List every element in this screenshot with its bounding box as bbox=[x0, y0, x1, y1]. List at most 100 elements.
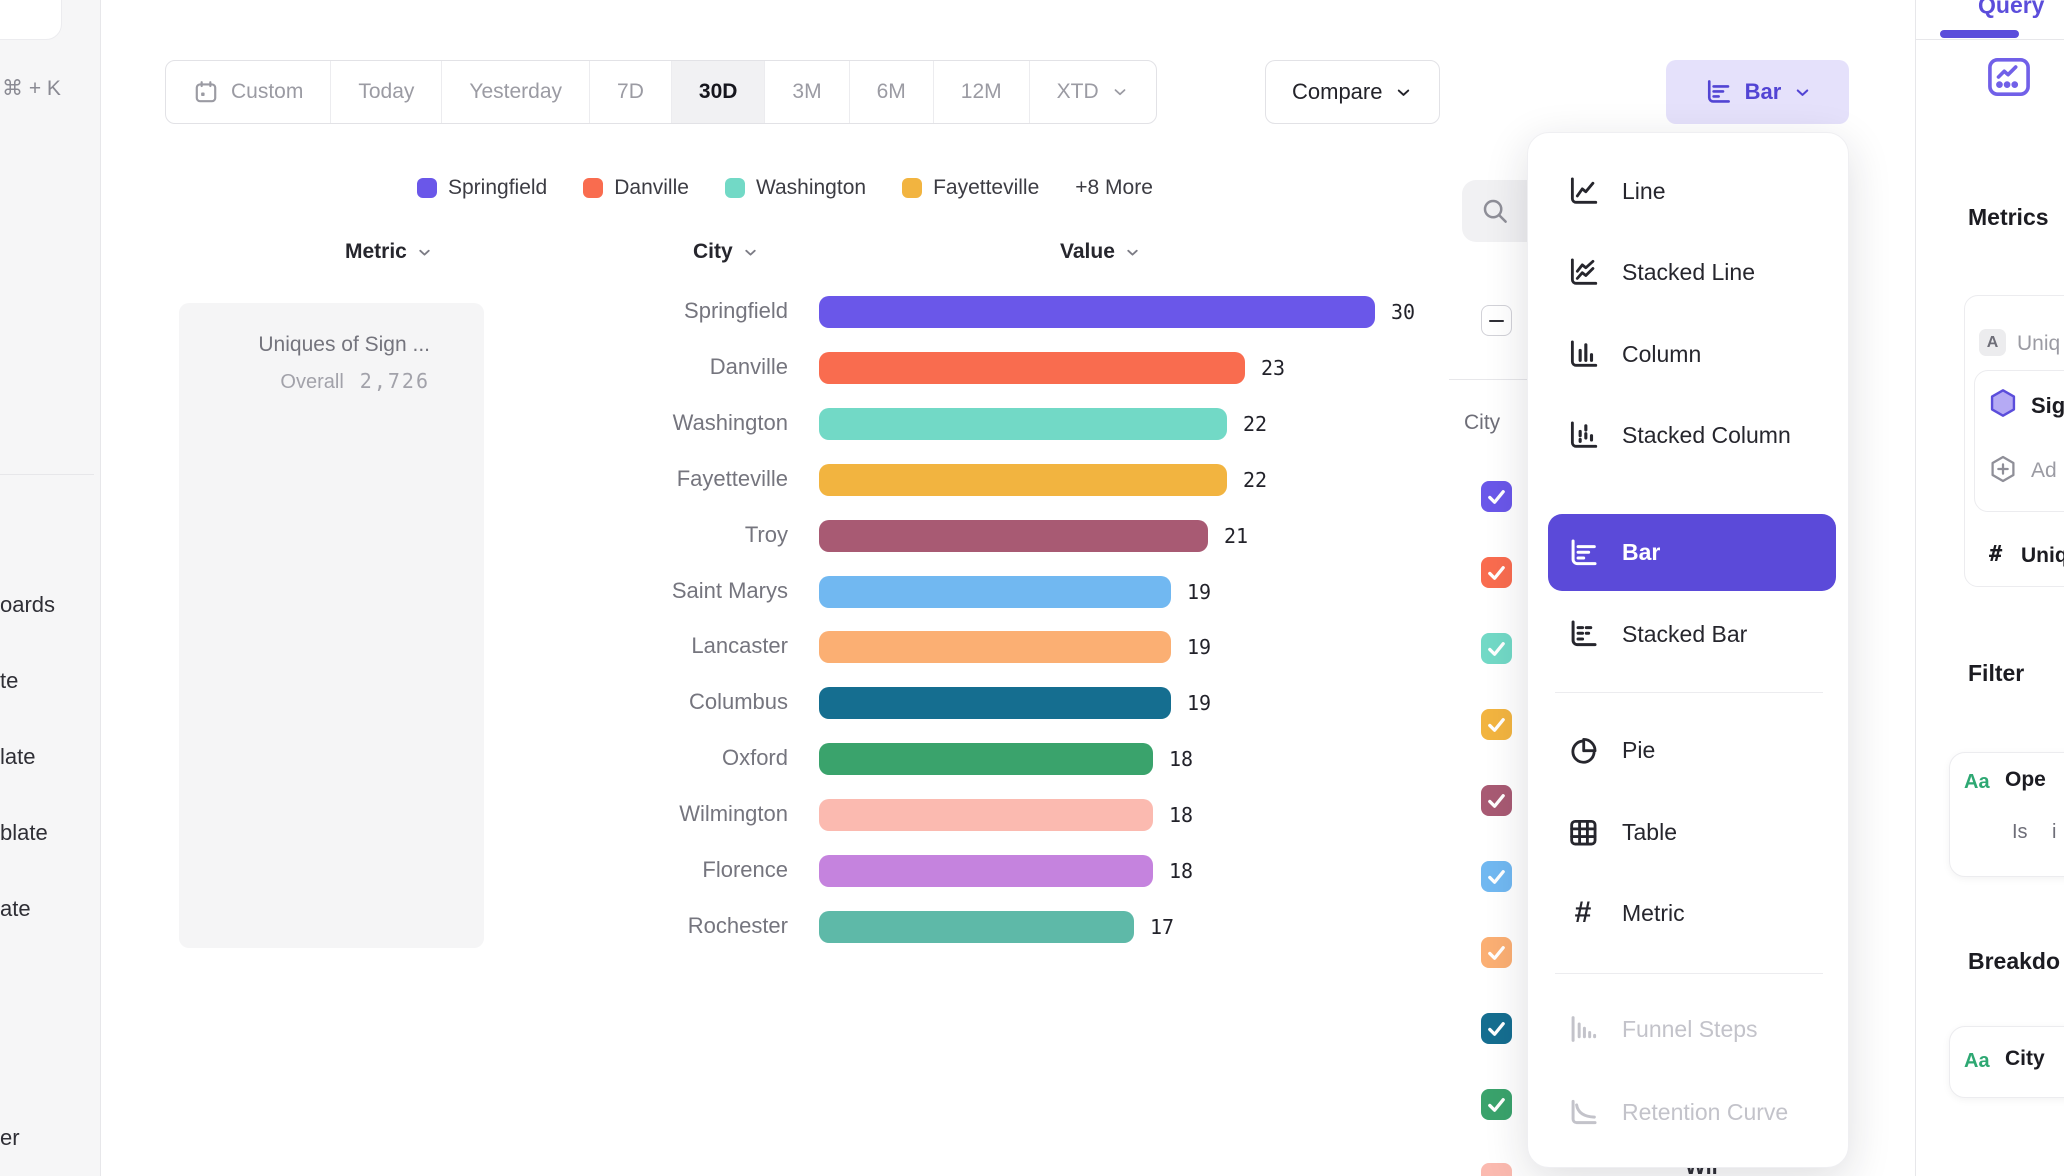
menu-item-label: Stacked Line bbox=[1622, 258, 1755, 285]
bar-value-label: 17 bbox=[1150, 915, 1175, 939]
bar[interactable] bbox=[819, 576, 1171, 608]
legend-item-fayetteville[interactable]: Fayetteville bbox=[902, 176, 1039, 200]
column-header-label: Value bbox=[1060, 240, 1115, 263]
letter-badge: A bbox=[1979, 329, 2006, 356]
date-range-3m[interactable]: 3M bbox=[765, 61, 850, 123]
menu-item-stacked-bar[interactable]: Stacked Bar bbox=[1548, 606, 1836, 662]
add-event-icon[interactable] bbox=[1987, 453, 2019, 485]
column-header-value[interactable]: Value bbox=[1060, 240, 1141, 264]
event-hexagon-icon bbox=[1990, 389, 2016, 417]
menu-item-pie[interactable]: Pie bbox=[1548, 722, 1836, 778]
keyboard-shortcut-hint: ⌘ + K bbox=[2, 77, 61, 100]
funnel-steps-icon bbox=[1571, 1016, 1597, 1042]
add-event-text: Ad bbox=[2031, 459, 2057, 482]
date-range-6m[interactable]: 6M bbox=[850, 61, 934, 123]
breakdown-card[interactable]: Aa City bbox=[1949, 1026, 2064, 1098]
chevron-down-icon bbox=[1398, 89, 1410, 96]
city-checkbox-washington[interactable] bbox=[1481, 633, 1512, 664]
city-checkbox-fayetteville[interactable] bbox=[1481, 709, 1512, 740]
check-icon bbox=[1488, 870, 1505, 884]
date-range-7d[interactable]: 7D bbox=[590, 61, 672, 123]
filter-operator-text[interactable]: Is bbox=[2012, 821, 2028, 843]
chart-type-button[interactable]: Bar bbox=[1666, 60, 1849, 124]
bar-category-label: Saint Marys bbox=[671, 578, 788, 603]
legend-item-springfield[interactable]: Springfield bbox=[417, 176, 547, 200]
sidebar-item-2[interactable]: late bbox=[0, 744, 36, 769]
menu-item-label: Line bbox=[1622, 177, 1666, 204]
city-checkbox-oxford[interactable] bbox=[1481, 1089, 1512, 1120]
date-range-custom[interactable]: Custom bbox=[166, 61, 332, 123]
sidebar-item-boards[interactable]: oards bbox=[0, 592, 56, 617]
city-checkbox-columbus[interactable] bbox=[1481, 1013, 1512, 1044]
bar[interactable] bbox=[819, 911, 1134, 943]
bar-row: Wilmington 18 bbox=[0, 799, 1460, 831]
bar[interactable] bbox=[819, 855, 1153, 887]
menu-item-line[interactable]: Line bbox=[1548, 163, 1836, 219]
sidebar-divider bbox=[0, 474, 94, 475]
city-checkbox-springfield[interactable] bbox=[1481, 481, 1512, 512]
city-checkbox-lancaster[interactable] bbox=[1481, 937, 1512, 968]
legend-item-washington[interactable]: Washington bbox=[724, 176, 866, 200]
menu-item-retention-curve: Retention Curve bbox=[1548, 1084, 1836, 1140]
bar[interactable] bbox=[819, 520, 1208, 552]
tab-query[interactable]: Query bbox=[1978, 0, 2045, 18]
bar[interactable] bbox=[819, 296, 1375, 328]
bar[interactable] bbox=[819, 631, 1171, 663]
legend-label: Fayetteville bbox=[933, 176, 1040, 199]
chevron-down-icon bbox=[419, 249, 430, 256]
menu-item-table[interactable]: Table bbox=[1548, 804, 1836, 860]
bar[interactable] bbox=[819, 352, 1245, 384]
legend-item-danville[interactable]: Danville bbox=[583, 176, 689, 200]
menu-item-metric[interactable]: # Metric bbox=[1548, 885, 1836, 941]
date-range-30d[interactable]: 30D bbox=[671, 61, 766, 123]
hash-icon: # bbox=[1574, 896, 1592, 929]
bar[interactable] bbox=[819, 464, 1227, 496]
select-all-checkbox[interactable] bbox=[1481, 305, 1512, 336]
legend-more-link[interactable]: +8 More bbox=[1075, 176, 1153, 199]
city-checkbox-troy[interactable] bbox=[1481, 785, 1512, 816]
city-checkbox-danville[interactable] bbox=[1481, 557, 1512, 588]
bar-category-label: Columbus bbox=[688, 689, 788, 714]
bar-row: Springfield 30 bbox=[0, 296, 1460, 328]
menu-item-stacked-line[interactable]: Stacked Line bbox=[1548, 244, 1836, 300]
bar[interactable] bbox=[819, 799, 1153, 831]
menu-item-stacked-column[interactable]: Stacked Column bbox=[1548, 407, 1836, 463]
column-header-city[interactable]: City bbox=[693, 240, 759, 264]
compare-button[interactable]: Compare bbox=[1265, 60, 1441, 124]
sidebar-item-1[interactable]: te bbox=[0, 668, 19, 693]
sidebar-item-3[interactable]: blate bbox=[0, 820, 48, 845]
bar-category-label: Rochester bbox=[687, 913, 788, 938]
uniques-aggregation-text[interactable]: Uniqu bbox=[2021, 544, 2064, 567]
date-range-12m[interactable]: 12M bbox=[934, 61, 1030, 123]
date-range-today[interactable]: Today bbox=[331, 61, 443, 123]
chart-type-menu: Line Stacked Line Column Stacked Column … bbox=[1527, 132, 1849, 1168]
menu-item-bar[interactable]: Bar bbox=[1548, 514, 1836, 591]
filter-card[interactable]: Aa Ope Is i bbox=[1949, 752, 2064, 877]
sidebar-search-card[interactable] bbox=[0, 0, 62, 40]
city-checkbox-wilmington[interactable] bbox=[1481, 1163, 1512, 1176]
city-checkbox-saint-marys[interactable] bbox=[1481, 861, 1512, 892]
bar-value-label: 22 bbox=[1243, 468, 1268, 492]
metric-query-card[interactable]: A Uniq Sig Ad # Uniqu bbox=[1964, 295, 2064, 587]
date-range-xtd[interactable]: XTD bbox=[1030, 61, 1156, 123]
sidebar-item-4[interactable]: ate bbox=[0, 896, 31, 921]
bar-row: Oxford 18 bbox=[0, 743, 1460, 775]
menu-item-column[interactable]: Column bbox=[1548, 326, 1836, 382]
bar[interactable] bbox=[819, 687, 1171, 719]
filter-value-text[interactable]: i bbox=[2052, 821, 2057, 843]
insights-chart-icon[interactable] bbox=[1986, 56, 2032, 98]
sidebar-item-5[interactable]: er bbox=[0, 1125, 20, 1150]
bar-row: Lancaster 19 bbox=[0, 631, 1460, 663]
column-header-metric[interactable]: Metric bbox=[345, 240, 433, 264]
bar-category-label: Wilmington bbox=[679, 801, 788, 826]
overall-label: Overall bbox=[280, 371, 344, 393]
pie-chart-icon bbox=[1571, 737, 1597, 764]
date-range-yesterday[interactable]: Yesterday bbox=[442, 61, 591, 123]
bar[interactable] bbox=[819, 743, 1153, 775]
metric-cell[interactable]: Uniques of Sign ... Overall 2,726 bbox=[179, 303, 484, 948]
metric-overall-row: Overall 2,726 bbox=[280, 369, 430, 394]
bar[interactable] bbox=[819, 408, 1227, 440]
date-range-label: 6M bbox=[876, 80, 906, 103]
event-card[interactable]: Sig Ad bbox=[1974, 370, 2064, 512]
